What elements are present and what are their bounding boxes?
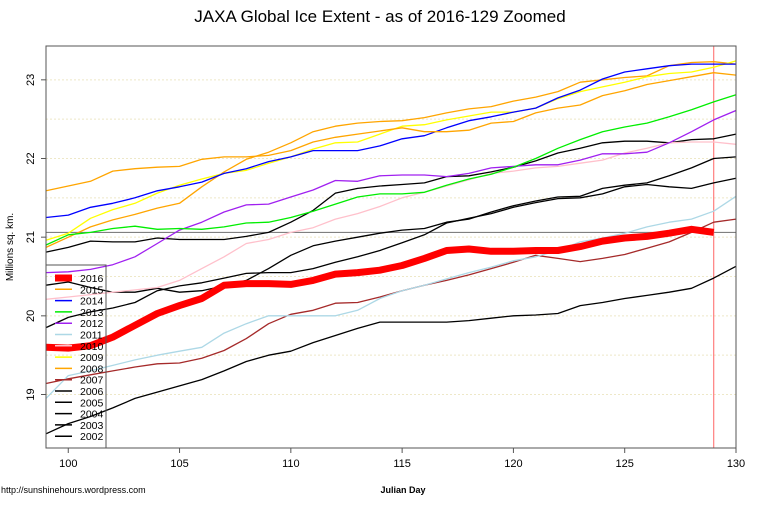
plot-frame bbox=[45, 45, 737, 449]
y-axis-ticks: 19 20 21 22 23 bbox=[25, 74, 46, 401]
series-line-2007 bbox=[45, 218, 737, 385]
legend-label: 2009 bbox=[80, 352, 104, 364]
y-tick-label: 20 bbox=[25, 310, 37, 322]
series-line-2016 bbox=[45, 225, 715, 352]
legend-label: 2013 bbox=[80, 307, 104, 319]
legend-label: 2007 bbox=[80, 375, 104, 387]
series-line-2008 bbox=[45, 61, 737, 248]
series-line-2014 bbox=[45, 63, 736, 219]
legend-label: 2005 bbox=[80, 397, 104, 409]
reference-lines bbox=[46, 46, 736, 448]
legend-label: 2008 bbox=[80, 363, 104, 375]
legend-label: 2002 bbox=[80, 431, 104, 443]
series-line-2009 bbox=[45, 60, 737, 241]
legend-label: 2015 bbox=[80, 284, 104, 296]
x-tick-label: 120 bbox=[504, 458, 522, 470]
legend-label: 2004 bbox=[80, 409, 104, 421]
series-lines bbox=[45, 60, 737, 435]
x-tick-label: 100 bbox=[59, 458, 77, 470]
series-line-2005 bbox=[45, 177, 737, 329]
series-line-2013 bbox=[45, 94, 737, 246]
x-tick-label: 110 bbox=[282, 458, 300, 470]
y-axis-label: Millions sq. km. bbox=[5, 213, 16, 281]
series-line-2012 bbox=[45, 109, 737, 274]
legend-label: 2012 bbox=[80, 318, 104, 330]
x-axis-label: Julian Day bbox=[380, 485, 425, 495]
y-tick-label: 23 bbox=[25, 74, 37, 86]
footer-url: http://sunshinehours.wordpress.com bbox=[1, 485, 146, 495]
series-line-2003 bbox=[45, 265, 737, 435]
legend-box bbox=[45, 264, 107, 449]
y-tick-label: 21 bbox=[25, 231, 37, 243]
legend-label: 2016 bbox=[80, 273, 104, 285]
series-line-2004 bbox=[45, 156, 737, 293]
grid-lines bbox=[46, 79, 736, 396]
series-line-2006 bbox=[45, 133, 737, 253]
legend-label: 2014 bbox=[80, 296, 104, 308]
x-axis-ticks: 100 105 110 115 120 125 130 bbox=[59, 448, 745, 470]
legend-label: 2011 bbox=[80, 330, 103, 342]
legend-label: 2010 bbox=[80, 341, 104, 353]
legend-label: 2003 bbox=[80, 420, 104, 432]
series-line-2010 bbox=[45, 141, 737, 300]
y-tick-label: 19 bbox=[25, 388, 37, 400]
x-tick-label: 130 bbox=[727, 458, 745, 470]
series-line-2015 bbox=[45, 72, 737, 192]
x-tick-label: 105 bbox=[170, 458, 188, 470]
x-tick-label: 125 bbox=[616, 458, 634, 470]
x-tick-label: 115 bbox=[393, 458, 411, 470]
y-tick-label: 22 bbox=[25, 152, 37, 164]
chart-title: JAXA Global Ice Extent - as of 2016-129 … bbox=[194, 7, 565, 26]
legend-label: 2006 bbox=[80, 386, 104, 398]
legend: 2016201520142013201220112010200920082007… bbox=[45, 264, 107, 449]
series-line-2011 bbox=[45, 195, 737, 399]
